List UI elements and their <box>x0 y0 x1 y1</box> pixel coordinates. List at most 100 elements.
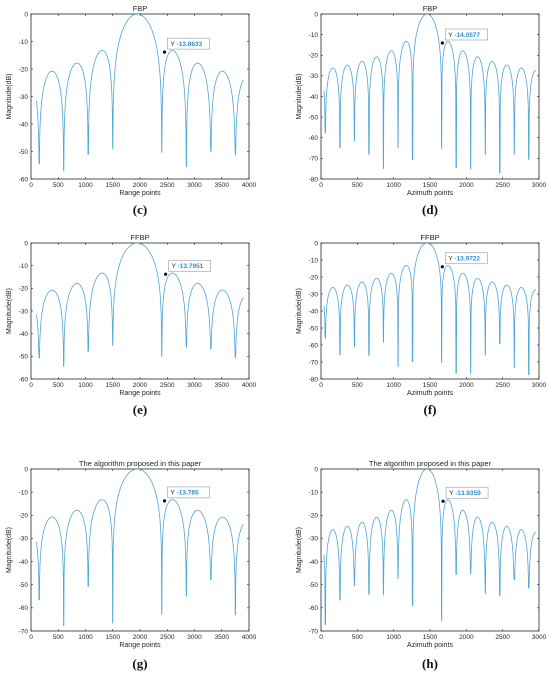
y-tick-label: 0 <box>24 240 28 247</box>
y-axis-label: Magnitude(dB) <box>296 288 303 334</box>
x-tick-label: 2500 <box>495 634 510 641</box>
y-tick-label: -60 <box>19 376 29 383</box>
y-tick-label: -50 <box>19 582 29 589</box>
x-tick-label: 2000 <box>133 182 148 189</box>
y-axis-label: Magnitude(dB) <box>296 527 303 573</box>
x-tick-label: 2000 <box>459 634 474 641</box>
datatip-box <box>445 252 488 265</box>
x-tick-label: 3000 <box>187 634 202 641</box>
y-tick-label: -50 <box>309 582 319 589</box>
x-tick-label: 2000 <box>133 382 148 389</box>
x-tick-label: 2500 <box>160 634 175 641</box>
y-tick-label: -10 <box>309 32 319 39</box>
datatip-value: -13.785 <box>177 490 199 497</box>
y-tick-label: -40 <box>19 331 29 338</box>
data-marker <box>440 265 444 269</box>
x-tick-label: 1500 <box>106 634 121 641</box>
x-tick-label: 1000 <box>386 382 401 389</box>
panel-letter: (h) <box>422 656 438 671</box>
datatip-text: Y -13.7951 <box>172 263 204 270</box>
y-tick-label: -40 <box>309 308 319 315</box>
x-tick-label: 4000 <box>242 382 257 389</box>
y-tick-label: -40 <box>19 121 29 128</box>
x-tick-label: 3000 <box>187 182 202 189</box>
x-tick-label: 0 <box>319 634 323 641</box>
x-tick-label: 4000 <box>242 182 257 189</box>
y-tick-label: -20 <box>19 66 29 73</box>
panel-letter: (d) <box>422 202 438 217</box>
chart-panel: The algorithm proposed in this paper 0 500… <box>296 459 547 671</box>
datatip-box <box>167 37 210 50</box>
x-tick-label: 1000 <box>386 634 401 641</box>
datatip-value: -13.7951 <box>178 263 204 270</box>
y-tick-label: -70 <box>309 156 319 163</box>
y-tick-label: -10 <box>309 257 319 264</box>
y-tick-label: -10 <box>19 489 29 496</box>
series-line <box>36 469 244 626</box>
y-axis-label: Magnitude(dB) <box>6 74 13 120</box>
y-tick-label: -20 <box>309 274 319 281</box>
datatip-text: Y -13.785 <box>171 490 199 497</box>
datatip-value: -13.9359 <box>455 490 481 497</box>
y-axis-label: Magnitude(dB) <box>6 288 13 334</box>
data-marker <box>441 499 445 503</box>
datatip-label: Y <box>448 256 454 263</box>
datatip-label: Y <box>171 490 177 497</box>
datatip-label: Y <box>449 490 455 497</box>
series-line <box>36 14 244 172</box>
series-line <box>323 243 537 376</box>
y-tick-label: -10 <box>19 263 29 270</box>
chart-title: The algorithm proposed in this paper <box>79 459 202 468</box>
series-line <box>323 14 537 174</box>
x-tick-label: 3500 <box>215 634 230 641</box>
series-line <box>36 243 244 367</box>
y-tick-label: -40 <box>309 559 319 566</box>
x-tick-label: 1500 <box>106 182 121 189</box>
panel-letter: (g) <box>132 656 147 671</box>
datatip-value: -14.0577 <box>454 32 480 39</box>
x-tick-label: 1500 <box>106 382 121 389</box>
x-tick-label: 500 <box>352 382 363 389</box>
y-tick-label: -40 <box>19 559 29 566</box>
x-tick-label: 2500 <box>160 382 175 389</box>
y-tick-label: -10 <box>19 39 29 46</box>
x-tick-label: 4000 <box>242 634 257 641</box>
x-axis-label: Azimuth points <box>407 390 453 397</box>
x-tick-label: 1000 <box>386 182 401 189</box>
y-tick-label: -70 <box>19 628 29 635</box>
datatip-label: Y <box>172 263 178 270</box>
chart-title: FBP <box>423 4 438 13</box>
x-tick-label: 1500 <box>423 182 438 189</box>
datatip-box <box>168 259 211 272</box>
chart-panel: FBP 0 500 1000 1500 2000 2500 3000 3500 4000 0 -10 -… <box>6 4 257 217</box>
y-tick-label: -60 <box>309 135 319 142</box>
x-tick-label: 500 <box>352 182 363 189</box>
y-tick-label: 0 <box>24 11 28 18</box>
datatip-value: -13.9722 <box>454 256 480 263</box>
x-tick-label: 0 <box>319 382 323 389</box>
y-tick-label: -10 <box>309 489 319 496</box>
y-axis-label: Magnitude(dB) <box>296 74 303 120</box>
datatip-text: Y -13.9722 <box>448 256 480 263</box>
x-tick-label: 1000 <box>78 182 93 189</box>
x-tick-label: 500 <box>53 634 64 641</box>
chart-title: FBP <box>133 4 148 13</box>
x-tick-label: 1000 <box>78 382 93 389</box>
x-tick-label: 0 <box>29 182 33 189</box>
data-marker <box>162 499 167 503</box>
x-tick-label: 2000 <box>459 382 474 389</box>
y-tick-label: -50 <box>19 354 29 361</box>
y-axis-label: Magnitude(dB) <box>6 527 13 573</box>
series-line <box>323 469 537 625</box>
y-tick-label: -30 <box>19 94 29 101</box>
data-marker <box>162 50 167 54</box>
y-tick-label: 0 <box>314 466 318 473</box>
chart-title: The algorithm proposed in this paper <box>369 459 492 468</box>
y-tick-label: -20 <box>19 286 29 293</box>
x-tick-label: 3500 <box>215 182 230 189</box>
y-tick-label: 0 <box>24 466 28 473</box>
y-tick-label: -50 <box>19 149 29 156</box>
y-tick-label: 0 <box>314 240 318 247</box>
x-tick-label: 0 <box>319 182 323 189</box>
plot-area-border <box>320 468 540 632</box>
